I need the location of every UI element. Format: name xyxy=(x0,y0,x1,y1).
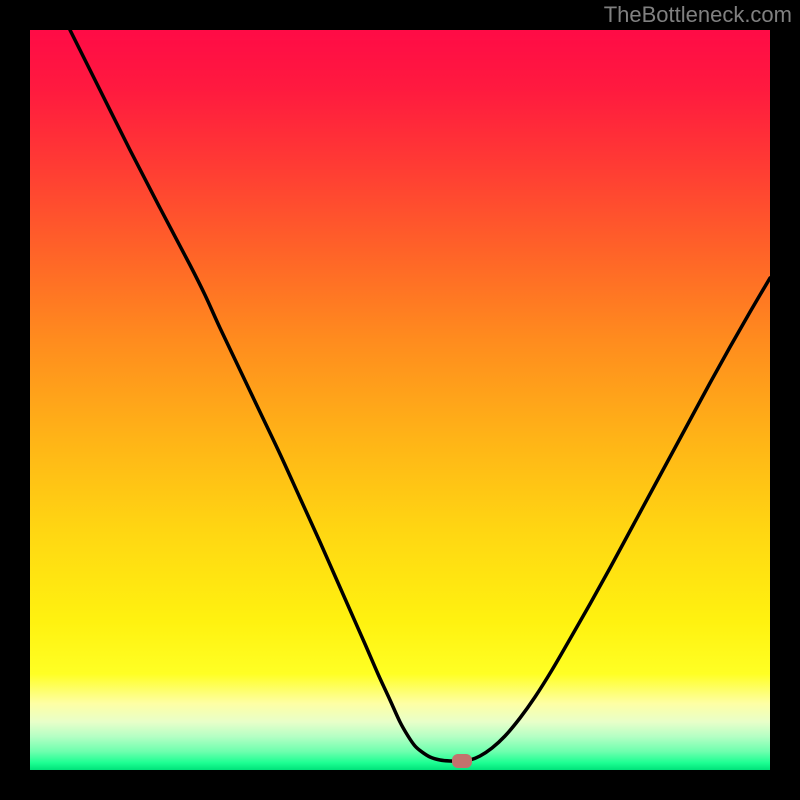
plot-area xyxy=(30,30,770,770)
watermark-text: TheBottleneck.com xyxy=(604,2,792,28)
optimal-marker xyxy=(452,754,472,768)
v-curve xyxy=(30,30,770,770)
chart-container: TheBottleneck.com xyxy=(0,0,800,800)
